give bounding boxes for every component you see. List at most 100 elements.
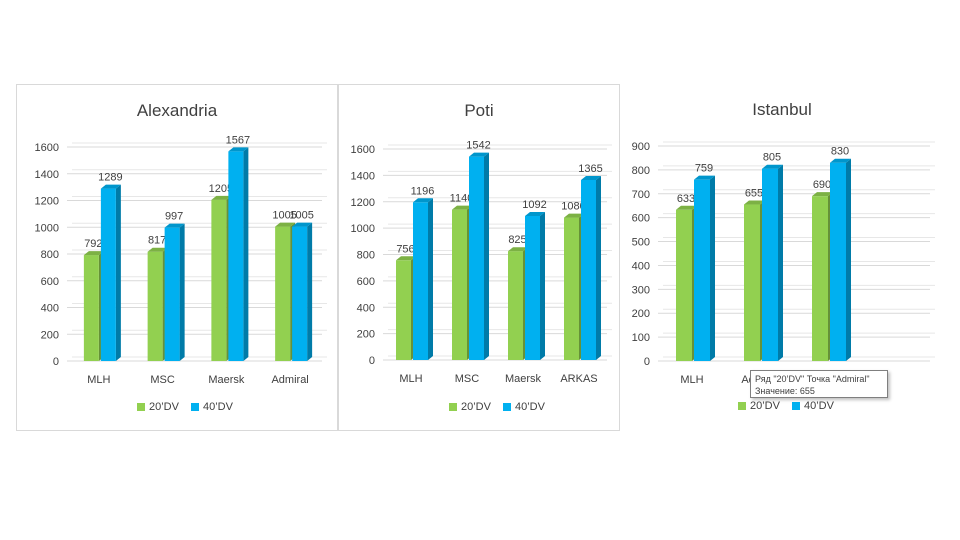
data-label: 1542 xyxy=(466,140,490,152)
y-tick-label: 1200 xyxy=(35,196,59,208)
data-label: 756 xyxy=(396,243,414,255)
legend-item-40dv: 40’DV xyxy=(190,401,233,413)
bar-top xyxy=(396,256,416,261)
bar-side xyxy=(484,152,489,360)
bar xyxy=(452,209,467,360)
data-label: 825 xyxy=(508,234,526,246)
x-category-label: MSC xyxy=(455,373,480,385)
data-label: 633 xyxy=(677,193,695,205)
bar-top xyxy=(744,200,765,205)
bar xyxy=(396,260,411,360)
data-label: 1365 xyxy=(578,163,602,175)
bar-top xyxy=(100,184,121,189)
legend-swatch-blue xyxy=(791,402,800,410)
bar-top xyxy=(147,247,168,252)
bar-top xyxy=(762,164,783,169)
bar-top xyxy=(469,152,489,157)
bar xyxy=(164,227,180,361)
chart-panel-istanbul[interactable]: Istanbul 0 100 200 300 400 500 600 700 800 900 MLH… xyxy=(620,84,944,429)
data-label: 1092 xyxy=(522,199,546,211)
y-tick-label: 800 xyxy=(41,249,59,261)
x-category-label: Maersk xyxy=(208,374,245,386)
bar xyxy=(676,209,692,361)
y-tick-label: 900 xyxy=(632,141,650,153)
y-tick-label: 600 xyxy=(632,213,650,225)
legend-item-40dv: 40’DV xyxy=(791,400,834,412)
chart-title: Poti xyxy=(464,101,494,120)
legend-swatch-green xyxy=(137,403,145,411)
legend-item-20dv: 20’DV xyxy=(137,401,179,413)
bar-top xyxy=(676,205,697,210)
bar xyxy=(564,217,579,360)
data-label: 830 xyxy=(831,146,849,158)
y-tick-label: 1000 xyxy=(35,222,59,234)
bar xyxy=(830,162,846,361)
bar-top xyxy=(211,195,232,200)
bar xyxy=(694,179,710,361)
bar-top xyxy=(830,158,851,163)
legend-label: 20’DV xyxy=(461,401,491,413)
bar-side xyxy=(115,184,121,361)
data-label: 655 xyxy=(745,188,763,200)
chart-plot-alexandria[interactable]: 0 200 400 600 800 1000 1200 1400 1600 MLH 792 1289 M… xyxy=(17,85,337,430)
y-tick-label: 100 xyxy=(632,332,650,344)
bar-top xyxy=(228,147,249,152)
bar xyxy=(413,202,428,360)
x-category-label: MLH xyxy=(680,374,703,386)
bar-side xyxy=(179,223,185,361)
bar-side xyxy=(540,211,545,360)
legend-swatch-green xyxy=(738,402,746,410)
data-label: 1080 xyxy=(561,201,585,213)
bar-top xyxy=(83,251,104,256)
legend-item-40dv: 40’DV xyxy=(502,401,545,413)
data-label: 1005 xyxy=(272,210,296,222)
x-category-label: Admiral xyxy=(271,374,308,386)
y-tick-label: 0 xyxy=(644,356,650,368)
tooltip-series-point: Ряд "20’DV" Точка "Admiral" xyxy=(755,374,870,384)
legend-swatch-green xyxy=(449,403,457,411)
chart-legend: 20’DV 40’DV xyxy=(449,401,545,413)
bar xyxy=(812,196,828,361)
bar xyxy=(292,226,308,361)
bar-side xyxy=(428,198,433,360)
chart-plot-poti[interactable]: 0 200 400 600 800 1000 1200 1400 1600 MLH 756 1196 M… xyxy=(339,85,619,430)
bar-top xyxy=(164,223,185,228)
bar-top xyxy=(525,211,545,216)
y-tick-label: 0 xyxy=(369,355,375,367)
tooltip-value: Значение: 655 xyxy=(755,386,815,396)
bar-side xyxy=(243,147,249,361)
legend-item-20dv: 20’DV xyxy=(449,401,491,413)
bar xyxy=(147,251,163,361)
data-label: 690 xyxy=(813,179,831,191)
legend-label: 40’DV xyxy=(803,400,834,412)
chart-panel-poti[interactable]: Poti 0 200 400 600 800 1000 1200 1400 1600 MLH 756… xyxy=(338,84,620,431)
y-tick-label: 1600 xyxy=(351,144,375,156)
chart-title: Alexandria xyxy=(136,101,218,120)
legend-item-20dv: 20’DV xyxy=(738,400,780,412)
y-tick-label: 500 xyxy=(632,237,650,249)
x-category-label: ARKAS xyxy=(560,373,597,385)
y-tick-label: 1000 xyxy=(351,223,375,235)
y-tick-label: 600 xyxy=(41,276,59,288)
y-tick-label: 1400 xyxy=(351,170,375,182)
bar-top xyxy=(452,205,472,210)
data-label: 1140 xyxy=(450,193,474,205)
data-label: 817 xyxy=(148,235,166,247)
y-tick-label: 0 xyxy=(53,356,59,368)
y-tick-label: 600 xyxy=(357,276,375,288)
y-tick-label: 1400 xyxy=(35,169,59,181)
data-label: 1289 xyxy=(98,172,122,184)
chart-title: Istanbul xyxy=(752,100,812,119)
chart-panel-alexandria[interactable]: Alexandria 0 200 400 600 800 1000 1200 1400 1600… xyxy=(16,84,338,431)
bar-side xyxy=(596,175,601,360)
legend-label: 40’DV xyxy=(514,401,545,413)
bar-side xyxy=(778,164,783,361)
bar-top xyxy=(694,175,715,180)
data-label: 1567 xyxy=(226,134,250,146)
y-tick-label: 800 xyxy=(632,165,650,177)
chart-legend: 20’DV 40’DV xyxy=(137,401,233,413)
bar xyxy=(762,168,778,361)
chart-plot-istanbul[interactable]: 0100200300400500600700800900MLH633759Adm… xyxy=(620,84,944,429)
data-label: 792 xyxy=(84,238,102,250)
chart-legend: 20’DV 40’DV xyxy=(738,400,834,412)
